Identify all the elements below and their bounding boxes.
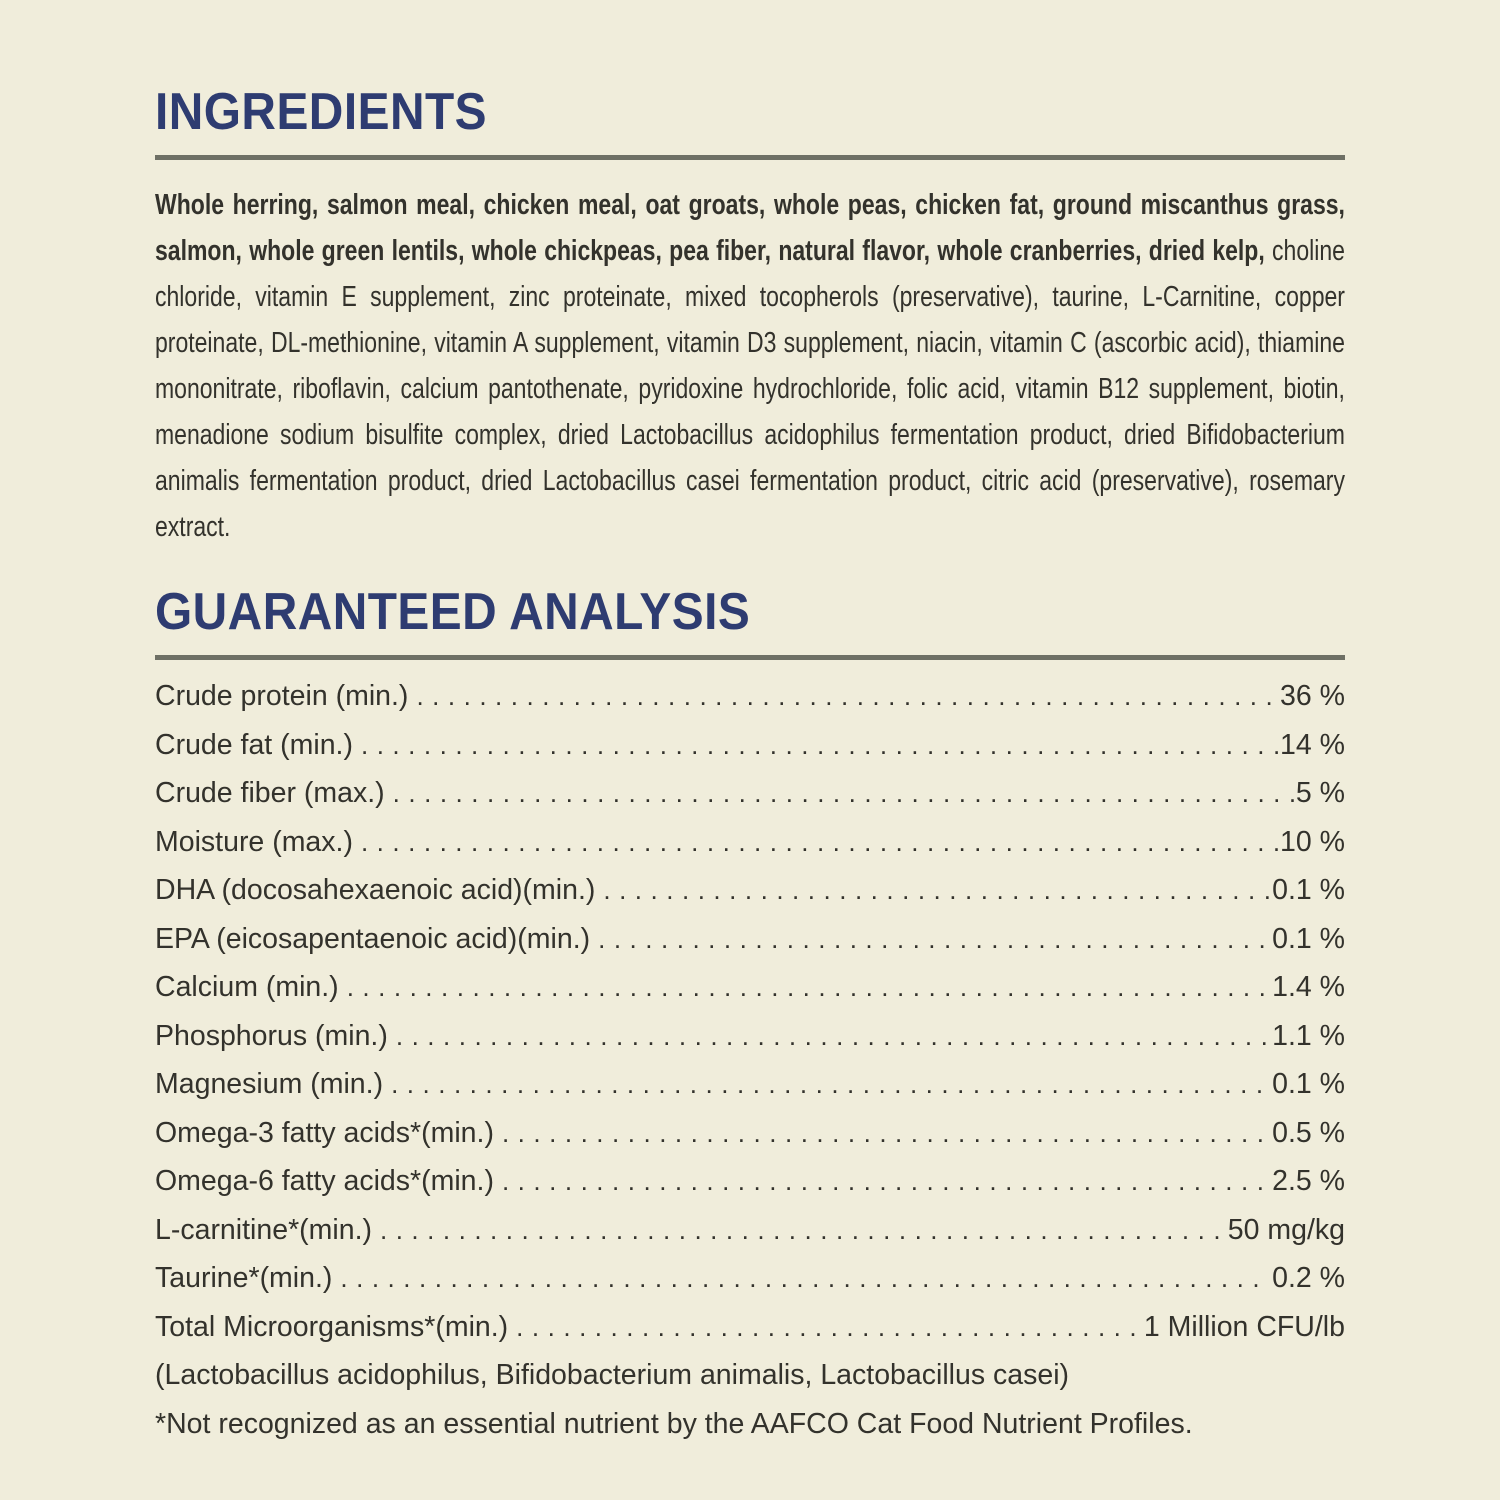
analysis-row: Crude fiber (max.)......................…: [155, 769, 1345, 818]
analysis-row-label: Moisture (max.): [155, 825, 353, 858]
guaranteed-analysis-title: GUARANTEED ANALYSIS: [155, 583, 751, 641]
dot-leader: ........................................…: [340, 1263, 1271, 1293]
dot-leader: ........................................…: [360, 729, 1279, 760]
analysis-row: Omega-3 fatty acids*(min.)..............…: [155, 1109, 1345, 1158]
ingredients-title: INGREDIENTS: [155, 83, 488, 141]
analysis-row: Moisture (max.).........................…: [155, 818, 1345, 867]
analysis-row-value: 1 Million CFU/lb: [1143, 1310, 1345, 1343]
ingredients-divider: [155, 155, 1345, 160]
aafco-footnote: *Not recognized as an essential nutrient…: [155, 1408, 1193, 1440]
ingredients-section: INGREDIENTS Whole herring, salmon meal, …: [155, 84, 1345, 550]
analysis-row: Total Microorganisms*(min.).............…: [155, 1303, 1345, 1352]
dot-leader: ........................................…: [603, 875, 1270, 905]
dot-leader: ........................................…: [598, 923, 1270, 954]
analysis-row: L-carnitine*(min.)......................…: [155, 1206, 1345, 1255]
analysis-row-label: Omega-3 fatty acids*(min.): [155, 1116, 494, 1149]
analysis-row-label: Crude fiber (max.): [155, 777, 385, 809]
analysis-row-value: 0.1 %: [1272, 874, 1345, 906]
analysis-row-label: Calcium (min.): [155, 971, 339, 1003]
analysis-row: Taurine*(min.)..........................…: [155, 1254, 1345, 1303]
analysis-row-label: Taurine*(min.): [155, 1262, 333, 1294]
dot-leader: ........................................…: [379, 1214, 1226, 1245]
analysis-row: Omega-6 fatty acids*(min.)..............…: [155, 1157, 1345, 1206]
dot-leader: ........................................…: [395, 1020, 1270, 1051]
analysis-row-label: L-carnitine*(min.): [155, 1213, 372, 1246]
analysis-row-label: Crude protein (min.): [155, 680, 409, 712]
dot-leader: ........................................…: [516, 1311, 1142, 1342]
analysis-row-value: 2.5 %: [1272, 1165, 1345, 1197]
analysis-row-label: DHA (docosahexaenoic acid)(min.): [155, 874, 596, 906]
dot-leader: ........................................…: [392, 778, 1294, 808]
dot-leader: ........................................…: [501, 1166, 1270, 1196]
analysis-row: Crude fat (min.)........................…: [155, 721, 1345, 770]
analysis-row-value: 1.1 %: [1272, 1019, 1345, 1052]
analysis-row-value: 0.2 %: [1272, 1262, 1345, 1294]
analysis-row-value: 10 %: [1280, 825, 1345, 858]
analysis-row-value: 0.5 %: [1272, 1116, 1345, 1149]
analysis-row-label: Phosphorus (min.): [155, 1019, 388, 1052]
analysis-row-value: 0.1 %: [1272, 922, 1345, 955]
analysis-row: Crude protein (min.)....................…: [155, 672, 1345, 721]
analysis-row: Magnesium (min.)........................…: [155, 1060, 1345, 1109]
ingredients-main-list: Whole herring, salmon meal, chicken meal…: [155, 189, 1345, 267]
analysis-row-label: EPA (eicosapentaenoic acid)(min.): [155, 922, 591, 955]
analysis-row: Phosphorus (min.).......................…: [155, 1012, 1345, 1061]
microorganisms-species-note: (Lactobacillus acidophilus, Bifidobacter…: [155, 1359, 1070, 1391]
dot-leader: ........................................…: [346, 972, 1271, 1002]
guaranteed-analysis-divider: [155, 655, 1345, 660]
analysis-row-value: 1.4 %: [1272, 971, 1345, 1003]
analysis-row-value: 14 %: [1280, 728, 1345, 761]
ingredients-text: Whole herring, salmon meal, chicken meal…: [155, 182, 1345, 550]
ingredients-supplement-list: choline chloride, vitamin E supplement, …: [155, 235, 1345, 543]
analysis-table: Crude protein (min.)....................…: [155, 672, 1345, 1351]
analysis-row: Calcium (min.)..........................…: [155, 963, 1345, 1012]
analysis-row-value: 50 mg/kg: [1227, 1213, 1345, 1246]
ingredients-paragraph-wrap: Whole herring, salmon meal, chicken meal…: [155, 182, 1345, 550]
analysis-row-label: Total Microorganisms*(min.): [155, 1310, 509, 1343]
analysis-row: EPA (eicosapentaenoic acid)(min.).......…: [155, 915, 1345, 964]
analysis-row-label: Crude fat (min.): [155, 728, 353, 761]
analysis-row: DHA (docosahexaenoic acid)(min.)........…: [155, 866, 1345, 915]
analysis-row-value: 36 %: [1280, 680, 1345, 712]
dot-leader: ........................................…: [391, 1069, 1271, 1099]
analysis-row-label: Magnesium (min.): [155, 1068, 384, 1100]
analysis-row-value: 5 %: [1295, 777, 1345, 809]
analysis-row-label: Omega-6 fatty acids*(min.): [155, 1165, 494, 1197]
guaranteed-analysis-section: GUARANTEED ANALYSIS Crude protein (min.)…: [155, 584, 1345, 1449]
analysis-row-value: 0.1 %: [1272, 1068, 1345, 1100]
dot-leader: ........................................…: [501, 1117, 1270, 1148]
dot-leader: ........................................…: [360, 826, 1279, 857]
dot-leader: ........................................…: [416, 681, 1279, 711]
